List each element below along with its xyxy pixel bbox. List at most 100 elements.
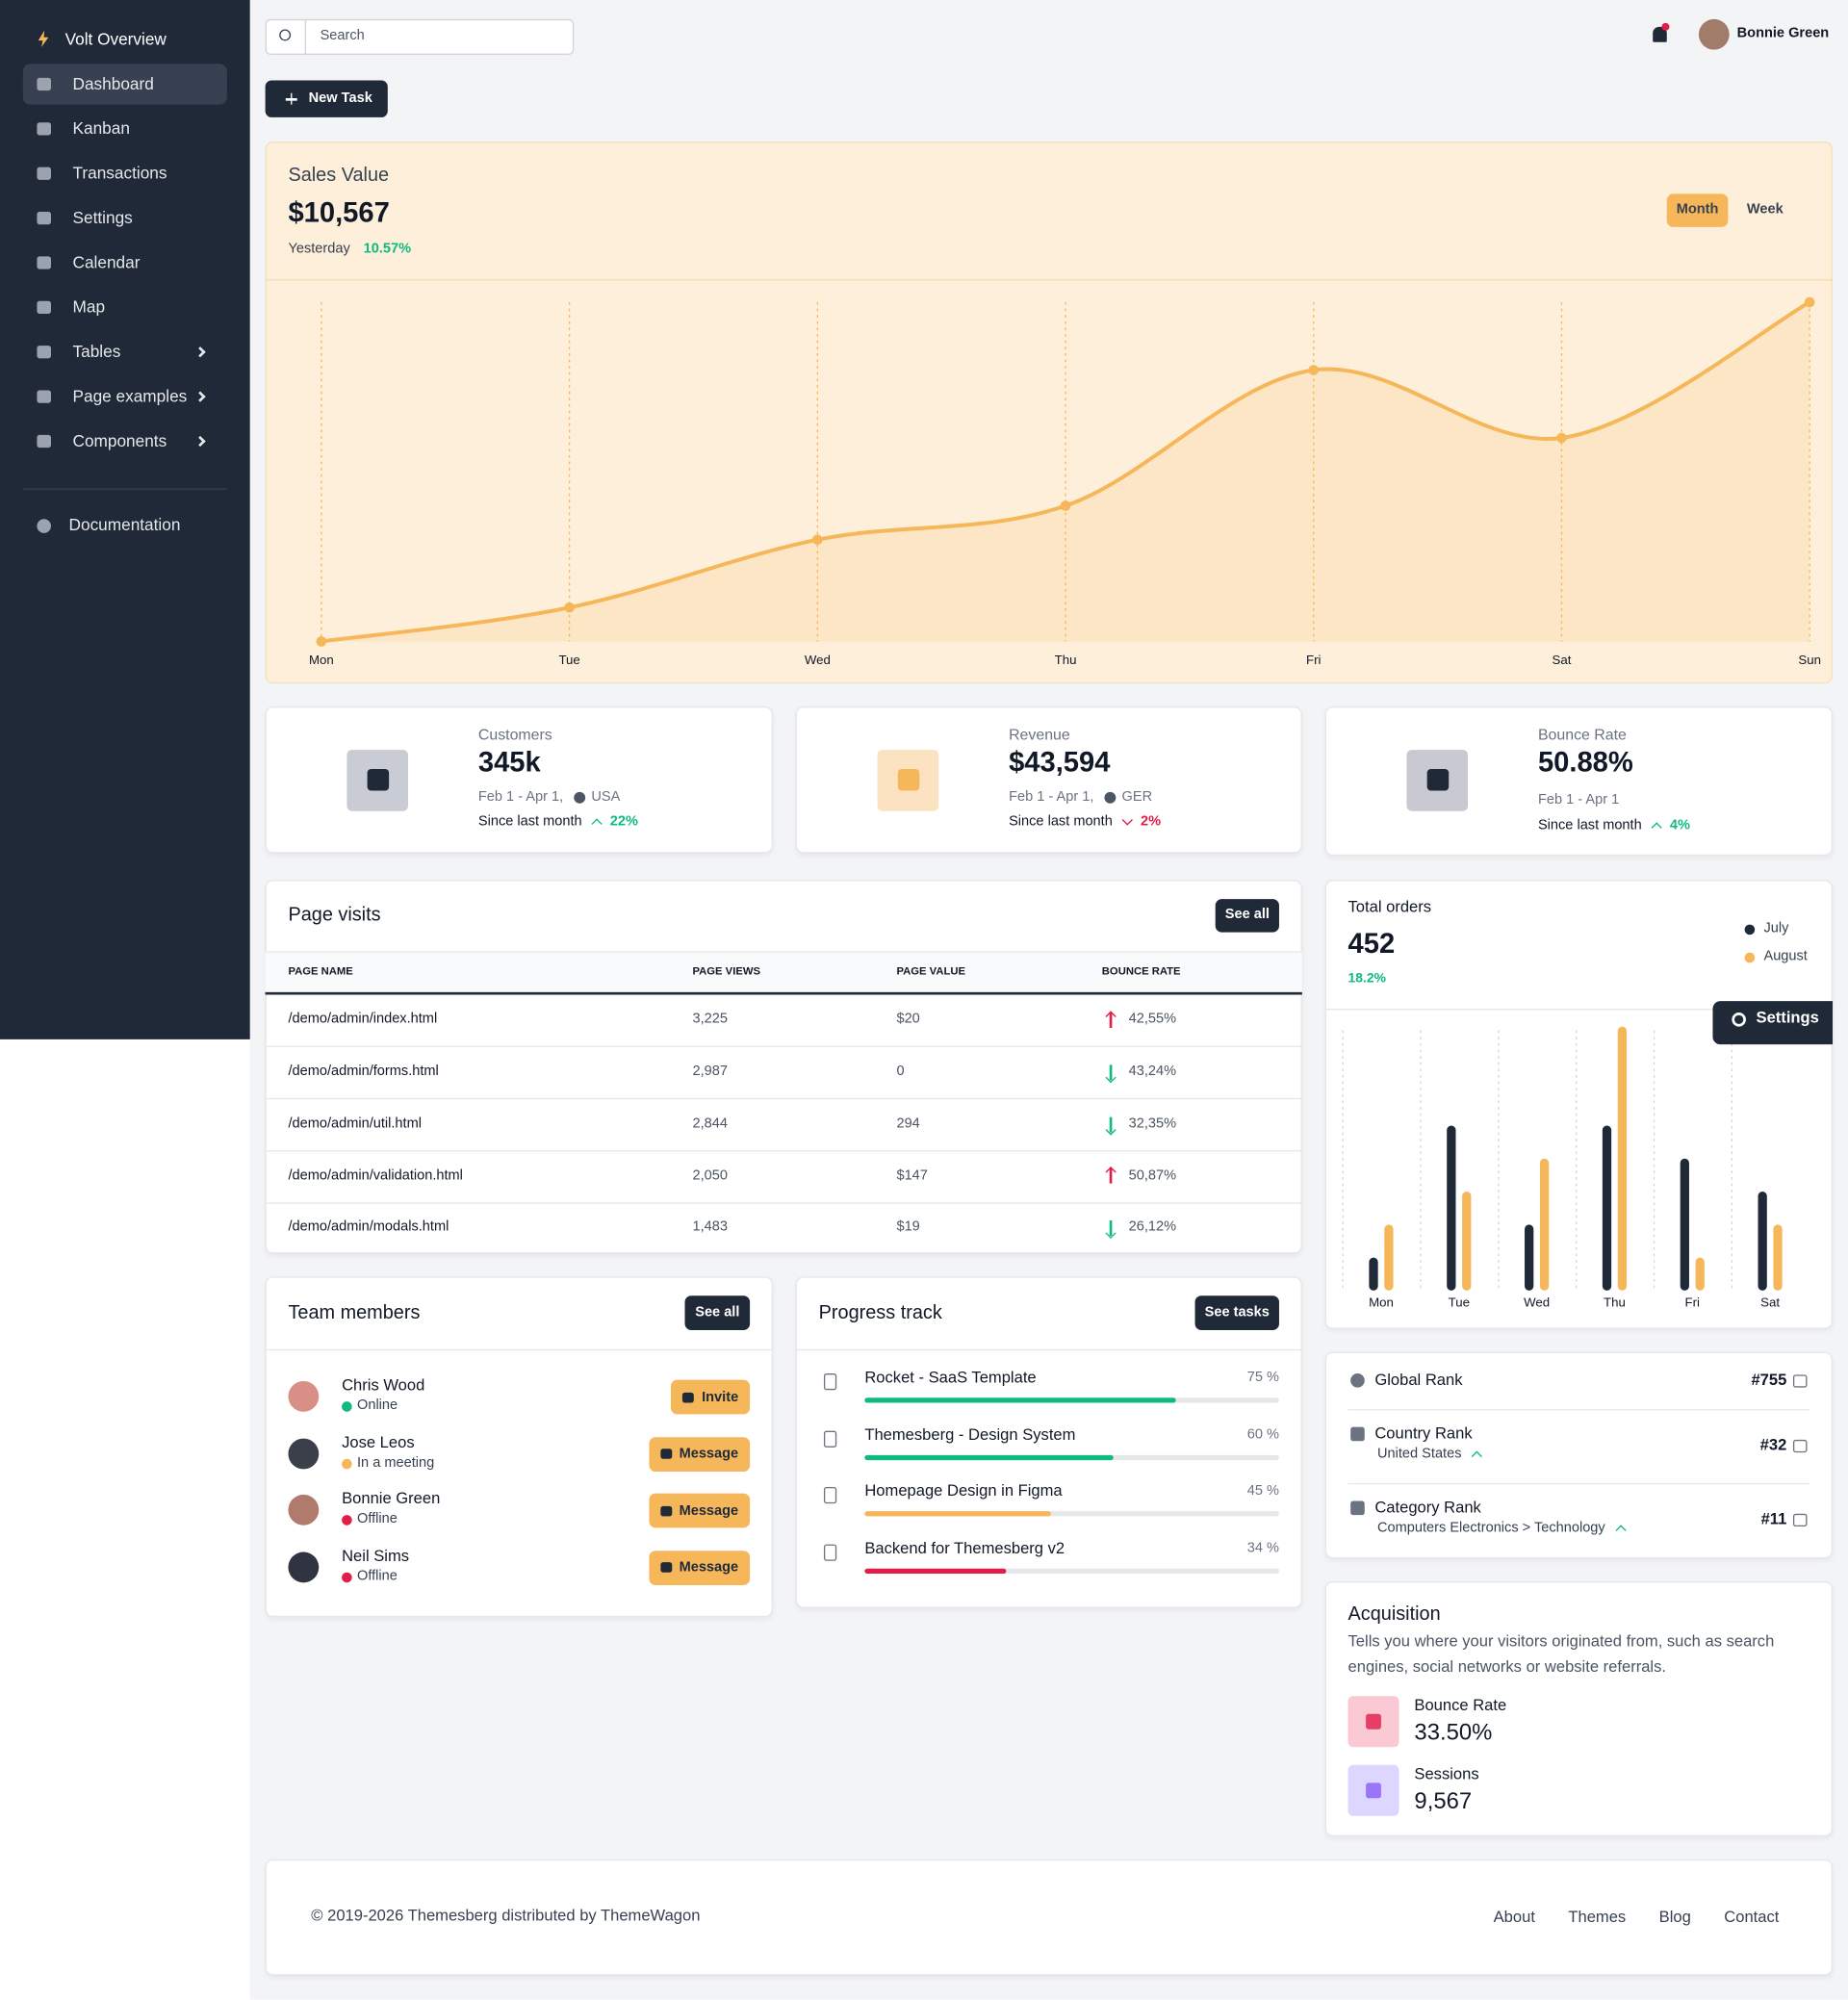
- bar: [1539, 1158, 1550, 1291]
- nav-item[interactable]: Page examples: [72, 386, 188, 406]
- footer-link[interactable]: Themes: [1568, 1908, 1627, 1926]
- data-point: [812, 534, 823, 546]
- rank-value: #32: [1759, 1436, 1787, 1454]
- member-action: Invite: [702, 1389, 739, 1405]
- member-action-button[interactable]: Message: [648, 1550, 751, 1585]
- doc-icon: [37, 519, 51, 533]
- x-tick-label: Sat: [1760, 1295, 1780, 1310]
- task-name: Rocket - SaaS Template: [864, 1369, 1037, 1387]
- progress-track: [864, 1568, 1279, 1574]
- x-tick-label: Sat: [1553, 653, 1572, 667]
- progress-track: [864, 1511, 1279, 1517]
- documentation[interactable]: Documentation: [68, 515, 181, 535]
- task-name: Homepage Design in Figma: [864, 1481, 1063, 1500]
- bar: [1695, 1257, 1705, 1291]
- see-tasks-button[interactable]: [1194, 1295, 1279, 1330]
- see-all-button[interactable]: [684, 1295, 751, 1330]
- globe-icon: [1103, 792, 1116, 805]
- new-task-label[interactable]: New Task: [308, 90, 372, 107]
- rank-icon: [1350, 1500, 1365, 1516]
- see-tasks-button-label[interactable]: See tasks: [1204, 1304, 1270, 1321]
- progress-fill: [864, 1397, 1176, 1403]
- acquisition-description: Tells you where your visitors originated…: [1348, 1632, 1775, 1677]
- member-action-button[interactable]: Invite: [671, 1379, 751, 1415]
- trend-chevron: [1471, 1451, 1483, 1463]
- nav-item[interactable]: Components: [72, 430, 167, 450]
- x-tick-label: Tue: [558, 653, 579, 667]
- task-name: Themesberg - Design System: [864, 1425, 1076, 1444]
- stat-value: 345k: [477, 745, 541, 778]
- nav-item[interactable]: Kanban: [72, 118, 130, 138]
- stat-change: 22%: [609, 813, 638, 830]
- stat-since-row: Since last month 2%: [1009, 812, 1161, 832]
- card-divider: [265, 1348, 773, 1351]
- trend-chevron: [591, 818, 603, 831]
- task-icon: [823, 1373, 837, 1391]
- bar: [1773, 1224, 1783, 1291]
- nav-icon: [37, 167, 51, 180]
- see-all-button[interactable]: [1215, 899, 1279, 933]
- settings-label[interactable]: Settings: [1756, 1009, 1819, 1027]
- see-all-button-label[interactable]: See all: [695, 1304, 740, 1321]
- member-status: Offline: [357, 1511, 398, 1527]
- stat-change: 2%: [1140, 813, 1162, 830]
- stat-value: 50.88%: [1537, 745, 1633, 778]
- search-box[interactable]: [265, 18, 575, 55]
- nav-item[interactable]: Calendar: [72, 252, 141, 272]
- column-header: PAGE VIEWS: [692, 963, 760, 978]
- bar: [1617, 1026, 1628, 1291]
- table-cell: 3,225: [692, 1012, 728, 1028]
- rank-sub: Computers Electronics > Technology: [1377, 1520, 1605, 1536]
- bell-icon[interactable]: [1653, 26, 1667, 42]
- table-cell: $20: [896, 1012, 920, 1028]
- table-cell: /demo/admin/validation.html: [288, 1167, 463, 1183]
- column-header: PAGE VALUE: [896, 963, 966, 978]
- see-all-button-label[interactable]: See all: [1224, 907, 1270, 923]
- new-task-button[interactable]: [265, 80, 388, 117]
- table-cell: 43,24%: [1128, 1064, 1177, 1080]
- footer-link[interactable]: Contact: [1724, 1908, 1780, 1926]
- rank-value: #11: [1760, 1510, 1787, 1528]
- card: [265, 1859, 1834, 1976]
- nav-item[interactable]: Map: [72, 296, 106, 317]
- stat-change: 4%: [1669, 817, 1690, 833]
- stat-icon: [1426, 768, 1450, 791]
- x-tick-label: Mon: [309, 653, 334, 667]
- stat-region: GER: [1121, 789, 1153, 806]
- nav-item[interactable]: Settings: [72, 207, 133, 227]
- member-action-button[interactable]: Message: [648, 1493, 751, 1528]
- x-tick-label: Wed: [805, 653, 831, 667]
- footer-link[interactable]: About: [1493, 1908, 1535, 1926]
- user-name[interactable]: Bonnie Green: [1736, 25, 1830, 41]
- table-cell: 50,87%: [1128, 1167, 1177, 1183]
- data-point: [1556, 432, 1567, 444]
- nav-active: [22, 64, 227, 105]
- member-action-button[interactable]: Message: [648, 1436, 751, 1472]
- task-percent: 60 %: [1246, 1426, 1279, 1443]
- footer-link[interactable]: Blog: [1658, 1908, 1691, 1926]
- period-toggle[interactable]: Month: [1676, 201, 1719, 218]
- rank-sub-row: United States: [1377, 1446, 1483, 1465]
- period-toggle[interactable]: Week: [1746, 201, 1784, 218]
- rank-value-icon: [1792, 1513, 1808, 1527]
- acquisition-icon: [1366, 1782, 1381, 1799]
- chart-title: Total orders: [1348, 898, 1432, 916]
- sales-divider: [265, 279, 1834, 281]
- x-tick-label: Fri: [1685, 1295, 1701, 1310]
- nav-item[interactable]: Dashboard: [72, 73, 154, 93]
- stat-region: USA: [591, 789, 621, 806]
- nav-item[interactable]: Transactions: [72, 163, 167, 183]
- toggle-active[interactable]: [1666, 193, 1729, 227]
- nav-item[interactable]: Tables: [72, 341, 121, 361]
- task-percent: 75 %: [1246, 1370, 1279, 1386]
- sales-chart: Mon Tue Wed Thu Fri Sat Sun: [309, 296, 1821, 667]
- stat-period: Feb 1 - Apr 1: [1537, 792, 1620, 808]
- chart-title: Sales Value: [288, 164, 390, 186]
- stat-period: Feb 1 - Apr 1,: [477, 789, 564, 806]
- user-avatar[interactable]: [1698, 18, 1730, 50]
- task-name: Backend for Themesberg v2: [864, 1538, 1065, 1557]
- search-icon: [279, 29, 292, 41]
- search-placeholder[interactable]: Search: [320, 28, 365, 44]
- column-header: PAGE NAME: [288, 963, 353, 978]
- table-cell: /demo/admin/index.html: [288, 1012, 438, 1028]
